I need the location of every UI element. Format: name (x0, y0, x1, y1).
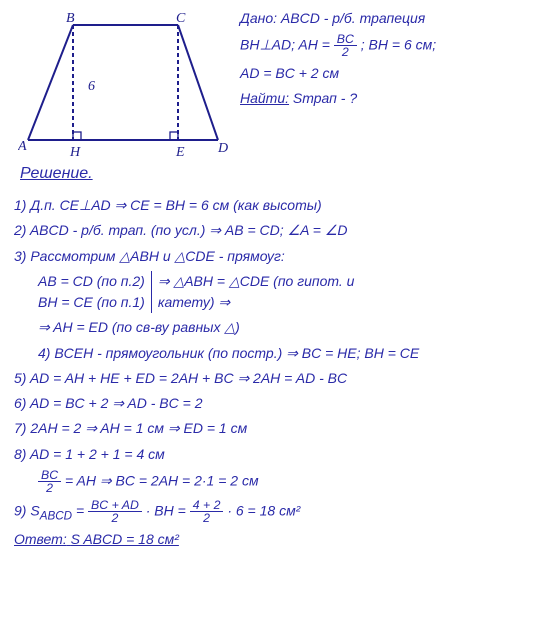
given-line2a: BH⊥AD; AH = (240, 37, 330, 53)
s9a: 9) S (14, 502, 40, 518)
step-9: 9) SABCD = BC + AD 2 · BH = 4 + 2 2 · 6 … (14, 499, 538, 525)
given-line2b: ; BH = 6 см; (361, 37, 436, 53)
find-value: Sтрап - ? (293, 90, 357, 106)
frac-num: BC + AD (88, 499, 142, 512)
s8b-text: = AH ⇒ BC = 2AH = 2·1 = 2 см (65, 472, 259, 488)
svg-text:A: A (18, 139, 27, 154)
step-8: 8) AD = 1 + 2 + 1 = 4 см (14, 444, 538, 465)
svg-text:6: 6 (88, 79, 95, 94)
solution-block: 1) Д.п. CE⊥AD ⇒ CE = BH = 6 см (как высо… (14, 195, 538, 554)
step-1: 1) Д.п. CE⊥AD ⇒ CE = BH = 6 см (как высо… (14, 195, 538, 216)
svg-text:H: H (69, 145, 81, 160)
given-title: Дано: (240, 10, 277, 26)
step-5: 5) AD = AH + HE + ED = 2AH + BC ⇒ 2AH = … (14, 368, 538, 389)
step-4: 4) BCEH - прямоугольник (по постр.) ⇒ BC… (14, 343, 538, 364)
svg-text:E: E (175, 145, 185, 160)
frac-den: 2 (334, 46, 357, 58)
s9b: = (76, 502, 88, 518)
step-3b: ⇒ AH = ED (по св-ву равных △) (14, 317, 538, 338)
answer-label: Ответ: (14, 531, 67, 547)
step-8b: BC 2 = AH ⇒ BC = 2AH = 2·1 = 2 см (14, 469, 538, 495)
find-label: Найти: (240, 90, 289, 106)
frac-num: BC (38, 469, 61, 482)
frac-den: 2 (88, 512, 142, 524)
s9d: · 6 = 18 см² (227, 502, 300, 518)
frac-num: BC (334, 33, 357, 46)
step-7: 7) 2AH = 2 ⇒ AH = 1 см ⇒ ED = 1 см (14, 418, 538, 439)
given-block: Дано: ABCD - р/б. трапеция BH⊥AD; AH = B… (240, 8, 540, 113)
frac-den: 2 (38, 482, 61, 494)
step-3a: AB = CD (по п.2) BH = CE (по п.1) ⇒ △ABH… (14, 271, 538, 314)
s3a-r1: ⇒ △ABH = △CDE (по гипот. и (158, 271, 355, 292)
step-6: 6) AD = BC + 2 ⇒ AD - BC = 2 (14, 393, 538, 414)
svg-text:C: C (176, 11, 186, 26)
frac-den: 2 (190, 512, 224, 524)
s3a-l2: BH = CE (по п.1) (38, 292, 145, 313)
s8b-frac: BC 2 (38, 469, 61, 495)
step-3: 3) Рассмотрим △ABH и △CDE - прямоуг: (14, 246, 538, 267)
diagram-svg: A B C D H E 6 (18, 10, 228, 160)
s3a-r2: катету) ⇒ (158, 292, 355, 313)
s9c: · BH = (146, 502, 190, 518)
svg-text:D: D (217, 141, 228, 156)
svg-text:B: B (66, 11, 75, 26)
given-line1: ABCD - р/б. трапеция (281, 10, 425, 26)
given-line3: AD = BC + 2 см (240, 63, 540, 84)
frac-num: 4 + 2 (190, 499, 224, 512)
s9-sub: ABCD (40, 509, 72, 522)
s3a-l1: AB = CD (по п.2) (38, 271, 145, 292)
s9-frac1: BC + AD 2 (88, 499, 142, 525)
s9-frac2: 4 + 2 2 (190, 499, 224, 525)
solution-header: Решение. (20, 165, 93, 183)
given-line2: BH⊥AD; AH = BC 2 ; BH = 6 см; (240, 33, 540, 59)
step-2: 2) ABCD - р/б. трап. (по усл.) ⇒ AB = CD… (14, 220, 538, 241)
answer-value: S ABCD = 18 см² (71, 531, 179, 547)
given-find: Найти: Sтрап - ? (240, 88, 540, 109)
trapezoid-diagram: A B C D H E 6 (18, 10, 228, 160)
answer-line: Ответ: S ABCD = 18 см² (14, 529, 538, 550)
given-frac: BC 2 (334, 33, 357, 59)
